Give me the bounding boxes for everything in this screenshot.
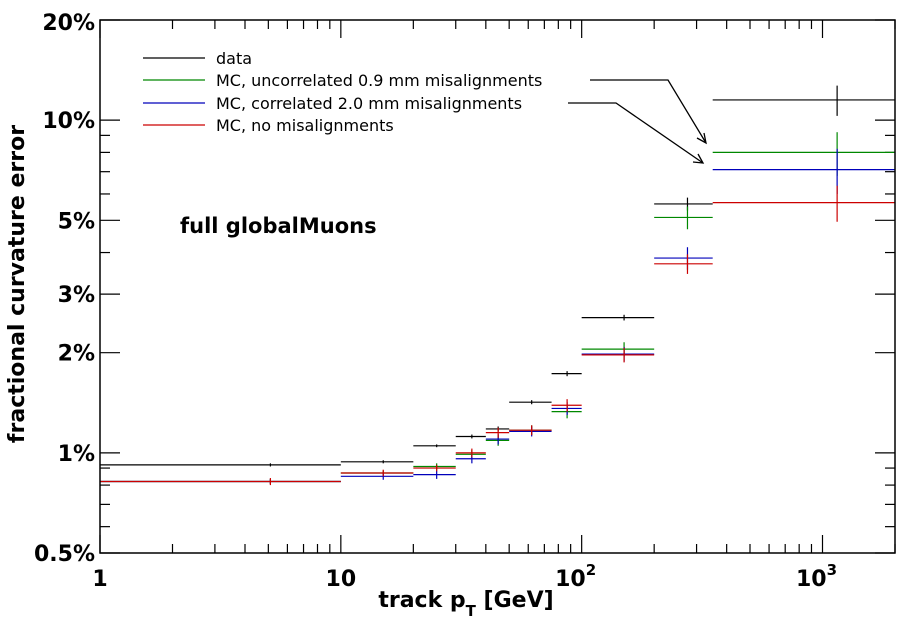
arrow-correlated-head [692, 153, 705, 164]
series-1 [100, 132, 895, 485]
legend-label: data [216, 49, 252, 68]
legend-label: MC, no misalignments [216, 116, 394, 135]
y-tick-label: 5% [58, 209, 95, 234]
y-tick-labels: 0.5% 1% 2% 3% 5% 10% 20% [34, 11, 95, 567]
y-tick-label: 2% [58, 342, 95, 367]
x-tick-label: 103 [796, 561, 837, 592]
annotation-label: full globalMuons [180, 214, 377, 238]
y-tick-label: 20% [42, 11, 95, 36]
x-tick-label-exponent: 3 [827, 561, 837, 579]
arrow-uncorrelated [590, 79, 707, 144]
legend: data MC, uncorrelated 0.9 mm misalignment… [143, 49, 542, 135]
x-axis-title-main: track p [378, 588, 465, 613]
x-tick-labels: 1 10 102 103 [92, 561, 837, 592]
x-tick-label-base: 10 [796, 567, 827, 592]
arrow-uncorrelated-head [696, 132, 707, 145]
x-tick-label: 102 [555, 561, 596, 592]
series-layer [100, 85, 895, 486]
legend-arrows [568, 79, 707, 164]
y-tick-label: 3% [58, 283, 95, 308]
legend-label: MC, uncorrelated 0.9 mm misalignments [216, 71, 542, 90]
x-axis-title: track pT [GeV] [378, 588, 553, 620]
series-3 [100, 185, 895, 486]
arrow-correlated [568, 102, 704, 164]
y-tick-label: 1% [58, 442, 95, 467]
series-2 [100, 148, 895, 485]
x-tick-label-exponent: 2 [586, 561, 596, 579]
plot-frame [99, 19, 896, 554]
y-tick-label: 0.5% [34, 542, 95, 567]
y-axis-title: fractional curvature error [5, 125, 30, 443]
x-tick-label: 10 [326, 567, 357, 592]
x-axis-title-subscript: T [466, 602, 477, 620]
y-tick-label: 10% [42, 109, 95, 134]
legend-label: MC, correlated 2.0 mm misalignments [216, 94, 522, 113]
series-0 [100, 85, 895, 467]
x-tick-label-base: 10 [555, 567, 586, 592]
x-tick-label: 1 [92, 567, 107, 592]
x-axis-title-unit: [GeV] [476, 588, 554, 613]
